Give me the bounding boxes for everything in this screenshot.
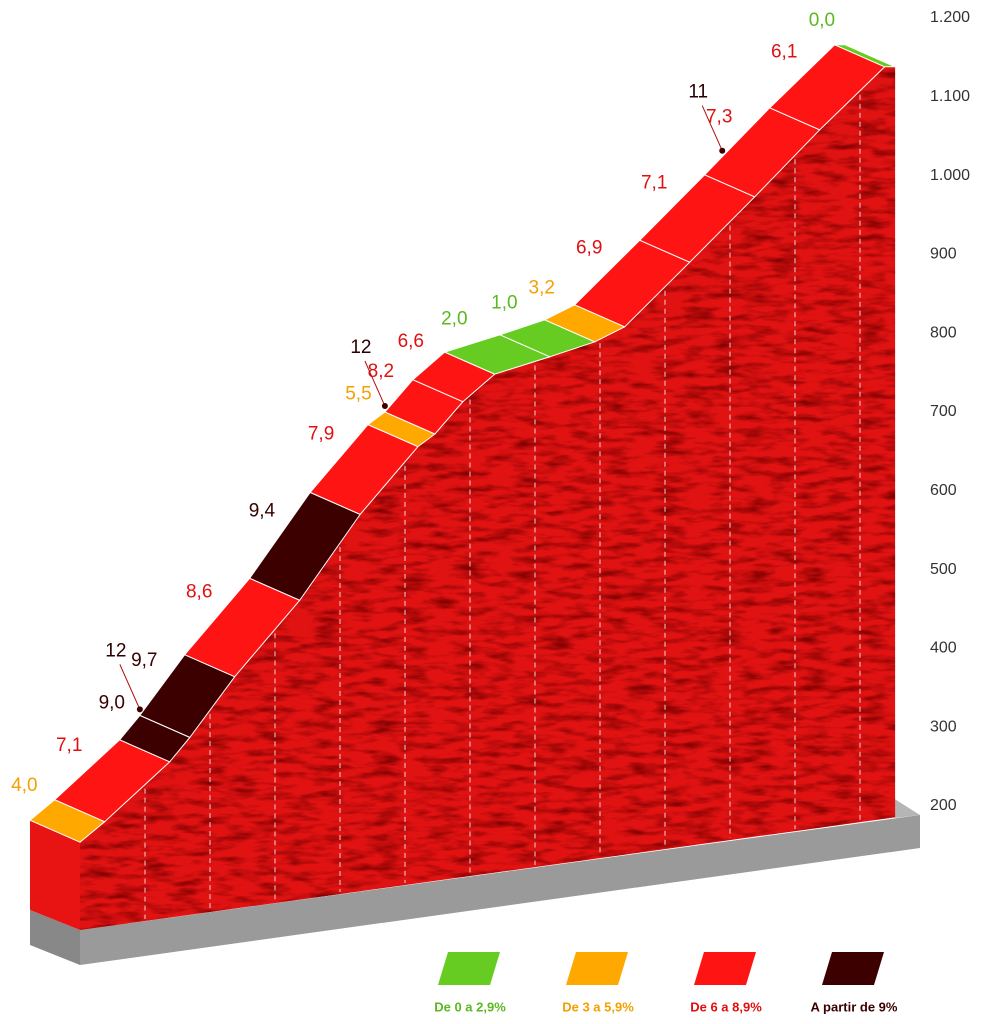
- annotation-dot: [136, 706, 143, 713]
- gradient-label: 6,1: [771, 41, 797, 62]
- gradient-label: 8,2: [368, 361, 394, 382]
- segment-band: [834, 44, 896, 68]
- annotation-dot: [381, 403, 388, 409]
- gradient-label: 3,2: [529, 277, 555, 298]
- gradient-label: 6,6: [398, 331, 424, 352]
- gradient-label: 7,1: [56, 735, 82, 756]
- gradient-label: 9,0: [99, 693, 125, 714]
- legend-swatch: [694, 952, 756, 985]
- annotation-leader: [364, 360, 386, 407]
- annotation-leader: [119, 664, 141, 710]
- legend-label: A partir de 9%: [811, 999, 898, 1014]
- y-tick-label: 900: [930, 246, 957, 263]
- gradient-label: 0,0: [809, 10, 835, 31]
- base-end: [30, 910, 80, 965]
- legend-label: De 0 a 2,9%: [434, 999, 506, 1014]
- gradient-label: 1,0: [491, 292, 517, 313]
- gradient-label: 9,4: [249, 500, 276, 521]
- y-tick-label: 200: [930, 797, 957, 814]
- y-tick-label: 400: [930, 640, 957, 657]
- profile-end: [30, 820, 80, 930]
- gradient-label: 6,9: [576, 238, 602, 259]
- gradient-label: 4,0: [11, 775, 37, 796]
- gradient-label: 8,6: [186, 582, 212, 603]
- y-tick-label: 300: [930, 718, 957, 735]
- y-tick-label: 700: [930, 403, 957, 420]
- gradient-label: 5,5: [345, 383, 371, 404]
- base-top: [893, 798, 920, 818]
- annotation-label: 12: [350, 337, 371, 358]
- y-tick-label: 1.000: [930, 167, 970, 184]
- y-tick-label: 1.100: [930, 88, 970, 105]
- gradient-label: 9,7: [131, 650, 157, 671]
- annotation-dot: [719, 147, 726, 154]
- annotation-label: 11: [688, 82, 708, 103]
- annotation-label: 12: [105, 640, 126, 661]
- legend-swatch: [566, 952, 628, 985]
- gradient-label: 7,1: [641, 173, 667, 194]
- gradient-label: 7,3: [706, 106, 732, 127]
- gradient-label: 2,0: [441, 308, 467, 329]
- ground: [30, 798, 920, 965]
- base-side: [80, 815, 920, 965]
- annotation-leader: [701, 105, 723, 151]
- legend-label: De 6 a 8,9%: [690, 999, 762, 1014]
- y-tick-label: 800: [930, 324, 957, 341]
- gradient-label: 7,9: [308, 424, 334, 445]
- y-tick-label: 600: [930, 482, 957, 499]
- legend-label: De 3 a 5,9%: [562, 999, 634, 1014]
- legend-swatch: [438, 952, 500, 985]
- y-tick-label: 1.200: [930, 9, 970, 26]
- y-tick-label: 500: [930, 561, 957, 578]
- legend-swatch: [822, 952, 884, 985]
